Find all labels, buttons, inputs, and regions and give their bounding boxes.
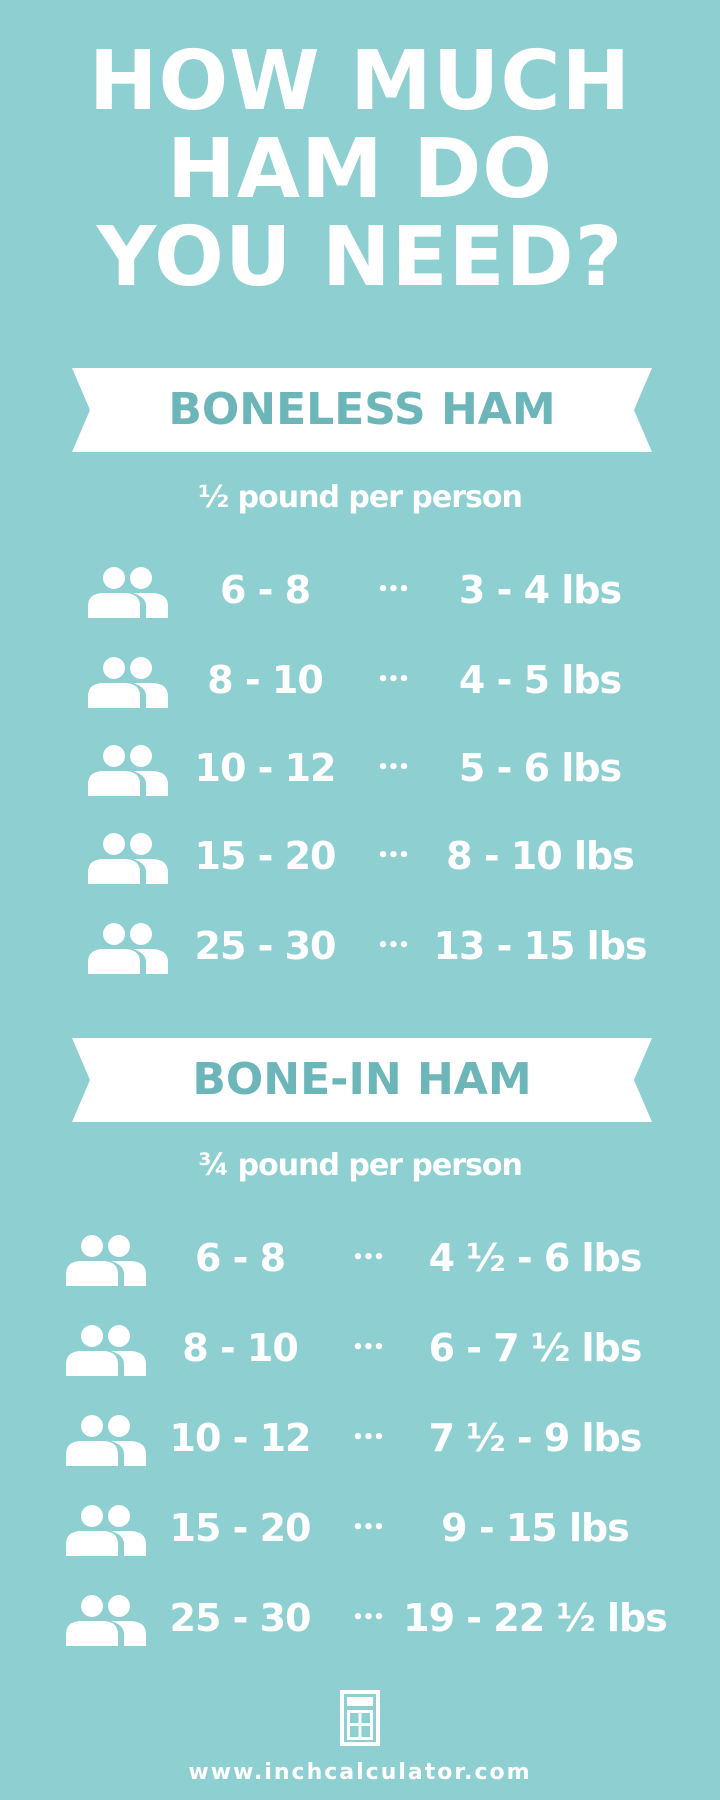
people-count: 8 - 10 <box>182 1326 299 1370</box>
section-banner: BONE-IN HAM <box>72 1038 652 1122</box>
ham-amount: 6 - 7 ½ lbs <box>428 1326 643 1370</box>
ham-amount: 5 - 6 lbs <box>458 746 622 790</box>
people-count: 6 - 8 <box>194 1236 286 1280</box>
table-row: 10 - 12 ••• 7 ½ - 9 lbs <box>0 1408 720 1468</box>
title-line: YOU NEED? <box>96 210 624 305</box>
website-url[interactable]: www.inchcalculator.com <box>188 1760 532 1785</box>
ham-amount: 4 - 5 lbs <box>458 658 622 702</box>
separator-dots: ••• <box>352 1517 385 1538</box>
rate-per-person: ½ pound per person <box>198 480 523 515</box>
calculator-icon <box>340 1690 380 1750</box>
people-icon <box>66 1414 146 1475</box>
people-icon <box>88 832 168 893</box>
people-icon <box>66 1504 146 1565</box>
table-row: 25 - 30 ••• 13 - 15 lbs <box>0 916 720 976</box>
separator-dots: ••• <box>377 845 410 866</box>
people-count: 10 - 12 <box>169 1416 312 1460</box>
section-banner: BONELESS HAM <box>72 368 652 452</box>
table-row: 6 - 8 ••• 4 ½ - 6 lbs <box>0 1228 720 1288</box>
section-heading: BONE-IN HAM <box>192 1054 532 1105</box>
table-row: 10 - 12 ••• 5 - 6 lbs <box>0 738 720 798</box>
ham-amount: 8 - 10 lbs <box>446 834 635 878</box>
ham-amount: 19 - 22 ½ lbs <box>403 1596 668 1640</box>
title-line: HOW MUCH <box>88 34 632 129</box>
people-icon <box>66 1234 146 1295</box>
ham-amount: 13 - 15 lbs <box>433 924 647 968</box>
people-count: 10 - 12 <box>194 746 337 790</box>
separator-dots: ••• <box>377 935 410 956</box>
people-icon <box>88 566 168 627</box>
people-count: 25 - 30 <box>194 924 337 968</box>
people-icon <box>66 1594 146 1655</box>
separator-dots: ••• <box>377 579 410 600</box>
people-icon <box>88 922 168 983</box>
people-count: 15 - 20 <box>194 834 337 878</box>
separator-dots: ••• <box>377 669 410 690</box>
ham-amount: 9 - 15 lbs <box>441 1506 630 1550</box>
people-count: 25 - 30 <box>169 1596 312 1640</box>
table-row: 8 - 10 ••• 6 - 7 ½ lbs <box>0 1318 720 1378</box>
table-row: 6 - 8 ••• 3 - 4 lbs <box>0 560 720 620</box>
separator-dots: ••• <box>352 1247 385 1268</box>
rate-per-person: ¾ pound per person <box>198 1148 523 1183</box>
table-row: 15 - 20 ••• 8 - 10 lbs <box>0 826 720 886</box>
ham-amount: 3 - 4 lbs <box>458 568 622 612</box>
separator-dots: ••• <box>377 757 410 778</box>
table-row: 25 - 30 ••• 19 - 22 ½ lbs <box>0 1588 720 1648</box>
ham-amount: 7 ½ - 9 lbs <box>428 1416 643 1460</box>
separator-dots: ••• <box>352 1337 385 1358</box>
people-count: 6 - 8 <box>219 568 311 612</box>
ham-amount: 4 ½ - 6 lbs <box>428 1236 643 1280</box>
people-icon <box>66 1324 146 1385</box>
table-row: 8 - 10 ••• 4 - 5 lbs <box>0 650 720 710</box>
people-icon <box>88 744 168 805</box>
title-line: HAM DO <box>166 122 553 217</box>
people-count: 8 - 10 <box>207 658 324 702</box>
separator-dots: ••• <box>352 1607 385 1628</box>
page-title: HOW MUCH HAM DO YOU NEED? <box>0 38 720 302</box>
table-row: 15 - 20 ••• 9 - 15 lbs <box>0 1498 720 1558</box>
people-icon <box>88 656 168 717</box>
section-heading: BONELESS HAM <box>168 384 556 435</box>
separator-dots: ••• <box>352 1427 385 1448</box>
people-count: 15 - 20 <box>169 1506 312 1550</box>
